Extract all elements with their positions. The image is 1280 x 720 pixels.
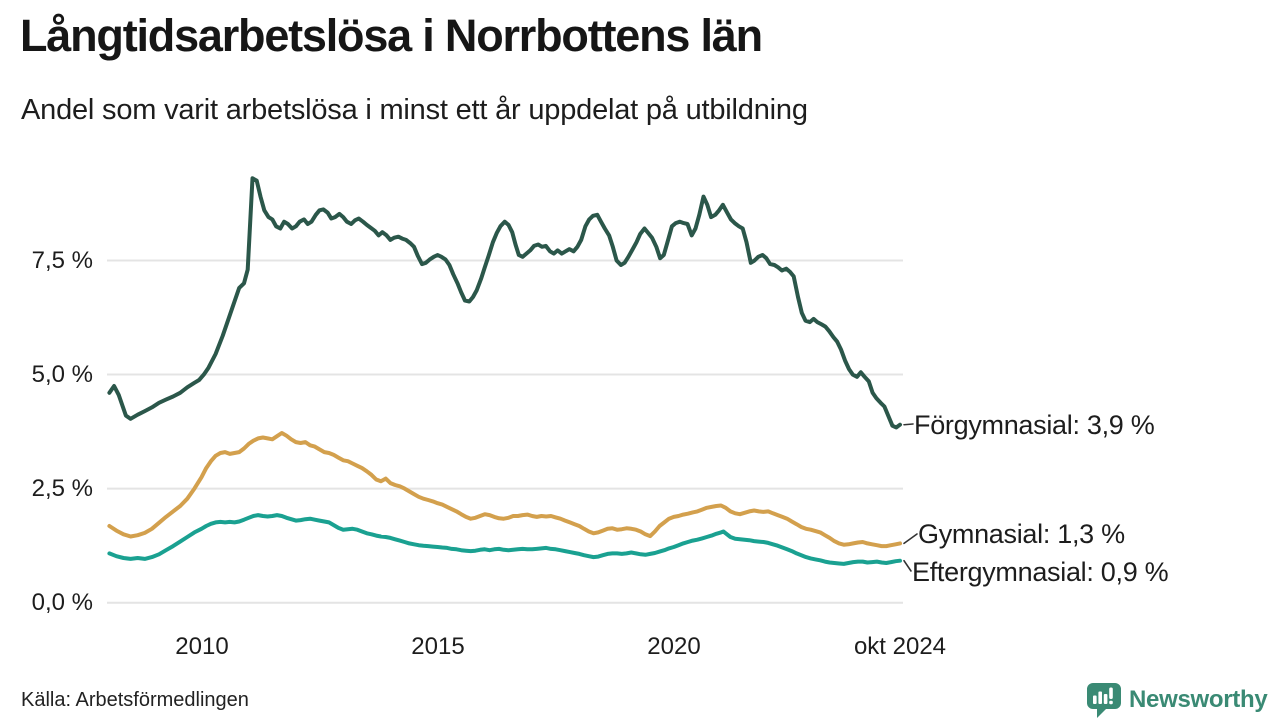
logo-bar-medium [1103,694,1108,704]
page-subtitle: Andel som varit arbetslösa i minst ett å… [21,94,808,126]
x-axis-tick-2020: 2020 [647,633,701,660]
logo-bar-short [1093,695,1097,704]
logo-bar-tall [1098,691,1102,704]
label-connector-gymnasial [903,533,918,545]
y-axis-tick-5-0: 5,0 % [31,361,93,388]
label-connector-eftergymnasial [903,559,912,572]
y-axis-tick-7-5: 7,5 % [31,247,93,274]
y-axis-tick-2-5: 2,5 % [31,475,93,502]
logo-exclamation-stem [1109,687,1113,699]
series-line-gymnasial [107,431,902,549]
page-title: Långtidsarbetslösa i Norrbottens län [20,10,763,61]
newsworthy-icon [1087,683,1121,718]
series-line-förgymnasial [107,176,902,430]
x-axis-tick-okt-2024: okt 2024 [853,633,947,660]
newsworthy-logo: Newsworthy [1084,682,1268,718]
label-connector-förgymnasial [903,423,914,426]
y-axis-tick-0-0: 0,0 % [31,589,93,616]
x-axis-tick-2010: 2010 [175,633,229,660]
source-note: Källa: Arbetsförmedlingen [21,689,249,711]
series-line-eftergymnasial [107,513,902,566]
series-label-gymnasial: Gymnasial: 1,3 % [918,519,1125,549]
logo-exclamation-dot [1109,700,1113,705]
series-label-forgymnasial: Förgymnasial: 3,9 % [914,410,1155,440]
newsworthy-wordmark: Newsworthy [1129,686,1268,713]
x-axis-tick-2015: 2015 [411,633,465,660]
series-label-eftergymnasial: Eftergymnasial: 0,9 % [912,557,1169,587]
